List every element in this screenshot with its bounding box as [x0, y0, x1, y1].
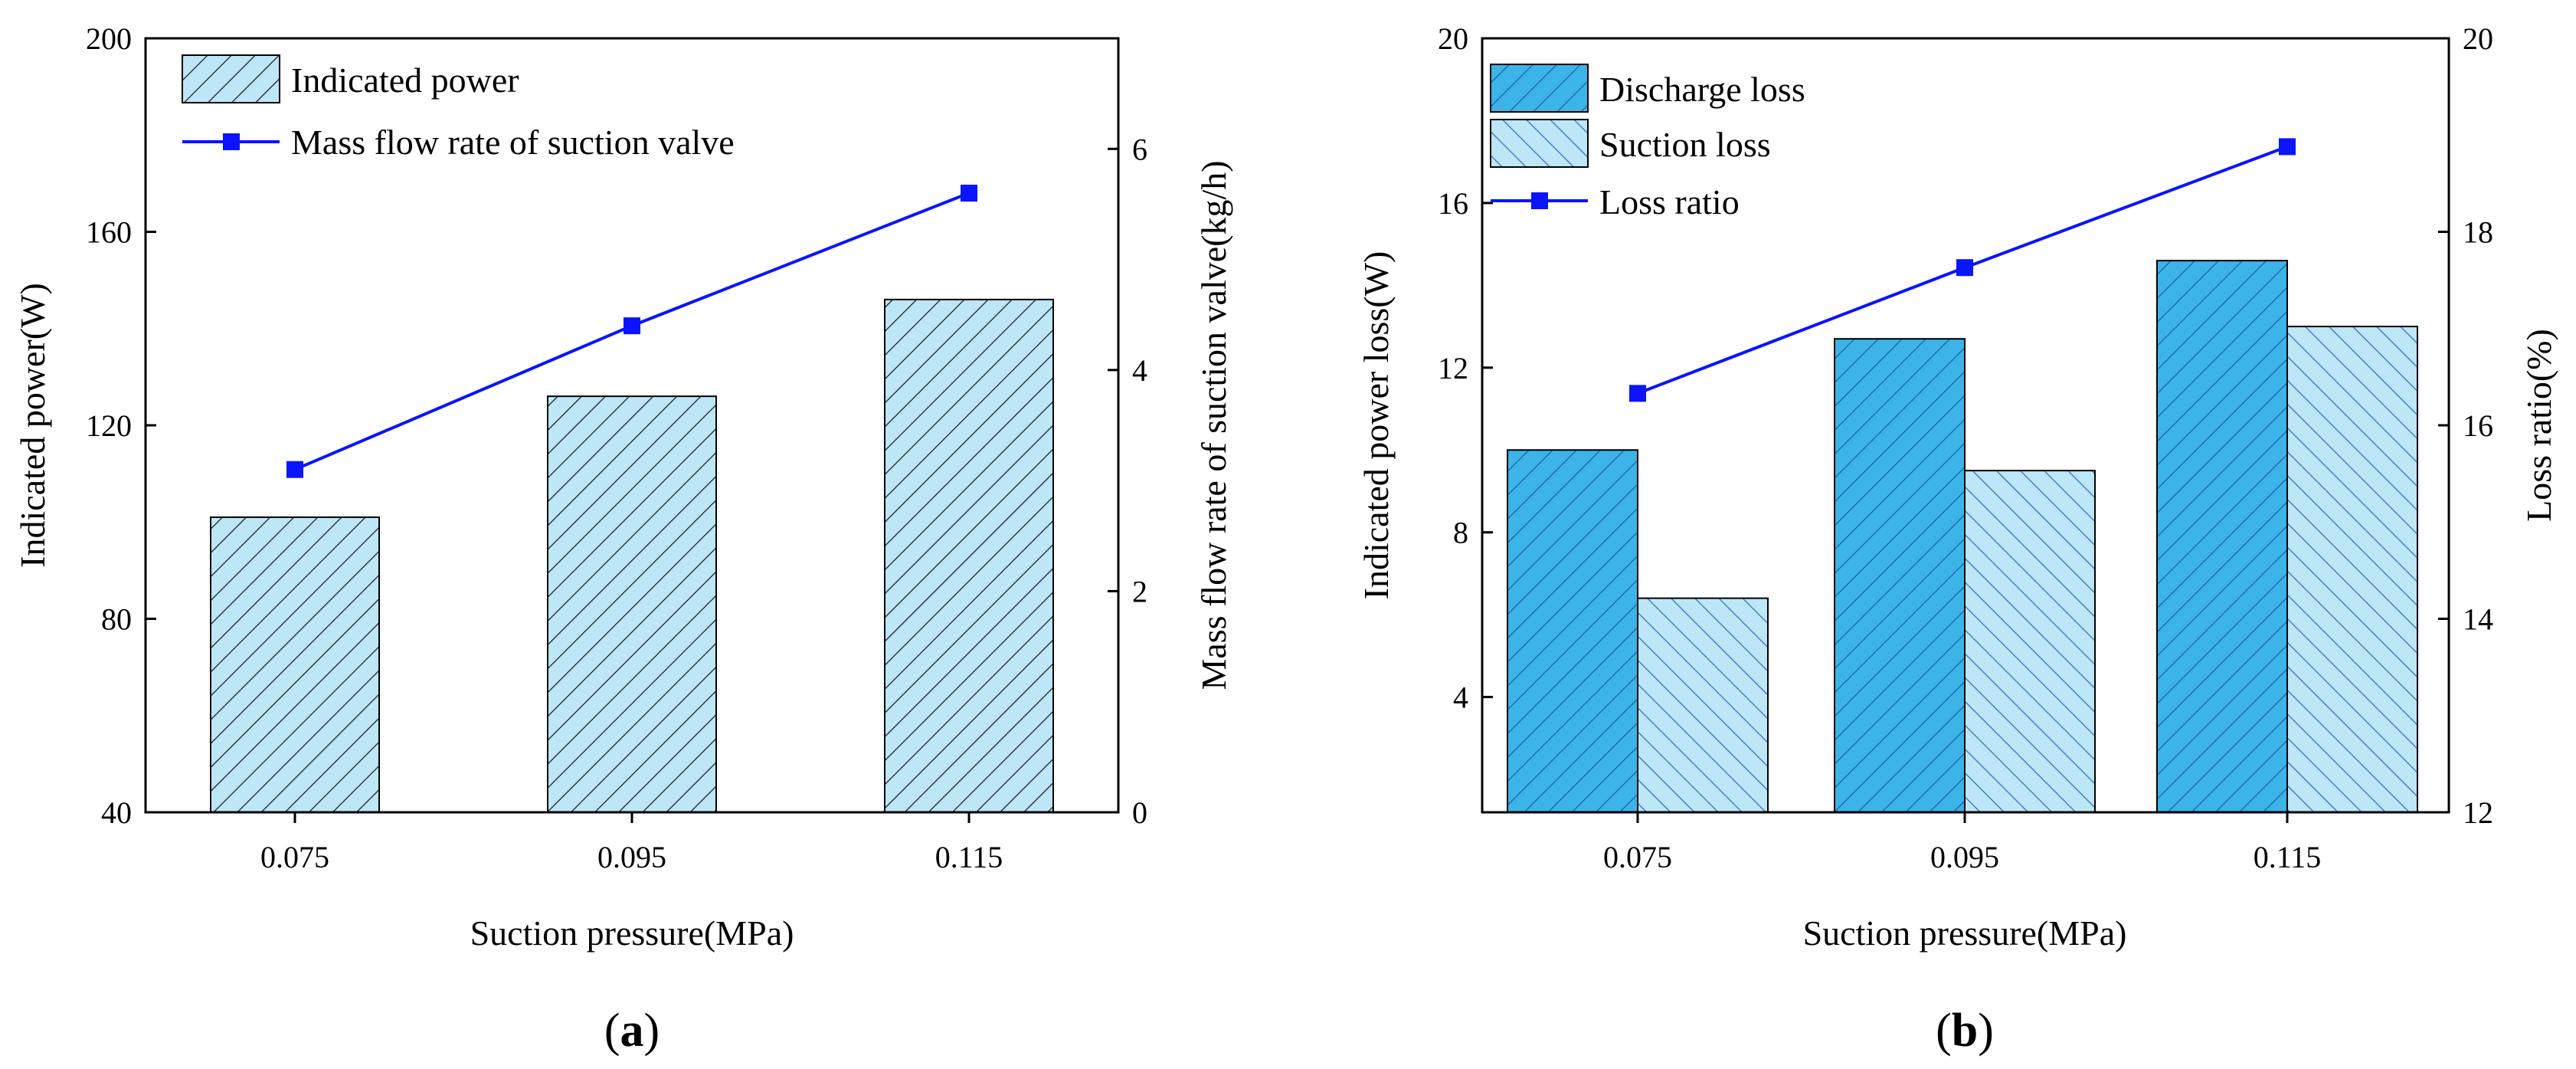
legend-label-indicated-power: Indicated power [291, 61, 519, 100]
line-a-point-2 [961, 185, 977, 202]
legend-label-suction-loss: Suction loss [1599, 125, 1771, 164]
legend-swatch-indicated-power [182, 54, 280, 103]
tick-label-b-right-4: 20 [2463, 21, 2493, 56]
chart-a-y2label: Mass flow rate of suction valve(kg/h) [1194, 160, 1233, 690]
bar-b-suction-loss-2 [2286, 326, 2418, 813]
bar-b-discharge-loss-1 [1834, 338, 1966, 813]
tick-label-b-x-1: 0.095 [1930, 840, 1999, 874]
tick-label-a-right-3: 6 [1132, 132, 1147, 166]
tick-label-b-left-1: 8 [1453, 516, 1468, 550]
line-a-point-0 [286, 461, 303, 478]
chart-b-y2label: Loss ratio(%) [2519, 329, 2558, 522]
tick-label-a-left-4: 200 [86, 21, 132, 56]
chart-b-right-ticks: 12 14 16 18 20 [2438, 21, 2493, 830]
tick-label-b-left-4: 20 [1438, 21, 1468, 56]
legend-marker-mass-flow [223, 133, 240, 150]
tick-label-a-left-2: 120 [86, 408, 132, 443]
tick-label-a-right-1: 2 [1132, 574, 1147, 608]
tick-label-a-x-1: 0.095 [597, 840, 666, 874]
tick-label-b-left-2: 12 [1438, 351, 1468, 385]
bar-b-discharge-loss-0 [1507, 449, 1638, 814]
tick-label-b-left-0: 4 [1453, 680, 1468, 715]
chart-a-line [286, 185, 977, 478]
bar-a-indicated-power-0 [210, 516, 380, 813]
tick-label-a-left-0: 40 [101, 795, 132, 830]
chart-b-xlabel: Suction pressure(MPa) [1803, 913, 2127, 953]
bar-a-indicated-power-1 [547, 395, 717, 813]
line-b-point-0 [1629, 385, 1646, 402]
chart-a-bars [210, 298, 1054, 813]
tick-label-a-right-0: 0 [1132, 795, 1147, 830]
panel-label-a: (a) [604, 1005, 660, 1057]
tick-label-b-right-2: 16 [2463, 408, 2493, 443]
line-b-point-1 [1956, 259, 1973, 277]
tick-label-b-right-3: 18 [2463, 215, 2493, 250]
legend-label-mass-flow: Mass flow rate of suction valve [291, 123, 735, 162]
tick-label-b-left-3: 16 [1438, 186, 1468, 221]
chart-a-left-ticks: 40 80 120 160 200 [86, 21, 156, 830]
legend-label-discharge-loss: Discharge loss [1599, 70, 1805, 109]
line-a-point-1 [624, 317, 640, 335]
chart-b-legend: Discharge loss Suction loss Loss ratio [1490, 64, 1805, 221]
legend-swatch-suction-loss [1490, 119, 1589, 168]
line-b-point-2 [2279, 138, 2296, 156]
chart-b-line [1629, 138, 2296, 402]
panel-label-b: (b) [1936, 1005, 1994, 1057]
bar-b-discharge-loss-2 [2156, 260, 2288, 813]
chart-b-ylabel: Indicated power loss(W) [1357, 251, 1396, 600]
chart-b-x-ticks: 0.075 0.095 0.115 [1603, 812, 2321, 874]
tick-label-a-x-0: 0.075 [260, 840, 329, 874]
tick-label-b-x-2: 0.115 [2254, 840, 2322, 874]
tick-label-b-x-0: 0.075 [1603, 840, 1672, 874]
chart-a-ylabel: Indicated power(W) [13, 283, 52, 568]
tick-label-a-left-3: 160 [86, 215, 132, 250]
chart-panel-a: 40 80 120 160 200 0 2 4 6 0.075 0.095 0.115 Indic… [13, 21, 1233, 1057]
chart-a-x-ticks: 0.075 0.095 0.115 [260, 812, 1003, 874]
tick-label-b-right-1: 14 [2463, 602, 2493, 637]
bar-a-indicated-power-2 [884, 298, 1054, 813]
bar-b-suction-loss-1 [1964, 470, 2096, 814]
chart-b-left-ticks: 4 8 12 16 20 [1438, 21, 1493, 715]
legend-swatch-discharge-loss [1490, 64, 1589, 113]
tick-label-a-x-2: 0.115 [935, 840, 1003, 874]
tick-label-a-right-2: 4 [1132, 353, 1147, 388]
chart-b-bars [1507, 260, 2418, 814]
chart-a-right-ticks: 0 2 4 6 [1108, 132, 1147, 830]
bar-b-suction-loss-0 [1637, 597, 1769, 813]
legend-label-loss-ratio: Loss ratio [1599, 182, 1740, 221]
tick-label-b-right-0: 12 [2463, 795, 2493, 830]
chart-a-legend: Indicated power Mass flow rate of suctio… [182, 54, 735, 162]
tick-label-a-left-1: 80 [101, 602, 132, 637]
chart-a-xlabel: Suction pressure(MPa) [470, 913, 794, 953]
chart-panel-b: 4 8 12 16 20 12 14 16 18 20 0.075 0.095 0.115 Indi… [1357, 21, 2558, 1057]
legend-marker-loss-ratio [1531, 192, 1548, 209]
